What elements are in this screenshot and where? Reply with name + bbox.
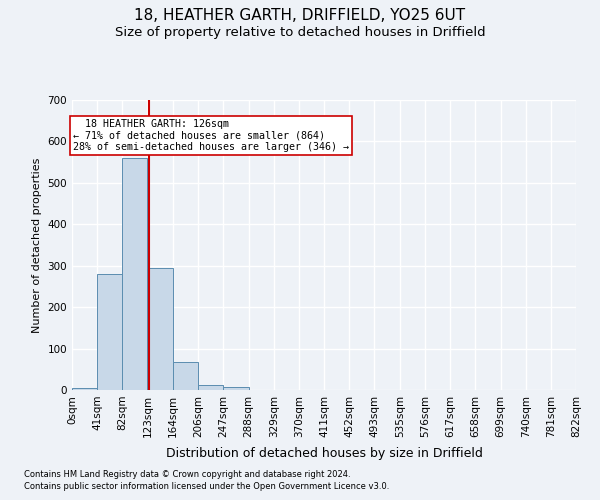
Text: Contains HM Land Registry data © Crown copyright and database right 2024.: Contains HM Land Registry data © Crown c… xyxy=(24,470,350,479)
Bar xyxy=(199,384,223,390)
Text: Size of property relative to detached houses in Driffield: Size of property relative to detached ho… xyxy=(115,26,485,39)
Bar xyxy=(223,386,248,390)
Text: Distribution of detached houses by size in Driffield: Distribution of detached houses by size … xyxy=(166,448,482,460)
Bar xyxy=(72,388,97,390)
Text: 18 HEATHER GARTH: 126sqm
← 71% of detached houses are smaller (864)
28% of semi-: 18 HEATHER GARTH: 126sqm ← 71% of detach… xyxy=(73,118,349,152)
Y-axis label: Number of detached properties: Number of detached properties xyxy=(32,158,42,332)
Bar xyxy=(97,274,122,390)
Text: Contains public sector information licensed under the Open Government Licence v3: Contains public sector information licen… xyxy=(24,482,389,491)
Bar xyxy=(173,362,197,390)
Bar xyxy=(122,158,148,390)
Bar xyxy=(148,268,173,390)
Text: 18, HEATHER GARTH, DRIFFIELD, YO25 6UT: 18, HEATHER GARTH, DRIFFIELD, YO25 6UT xyxy=(134,8,466,22)
